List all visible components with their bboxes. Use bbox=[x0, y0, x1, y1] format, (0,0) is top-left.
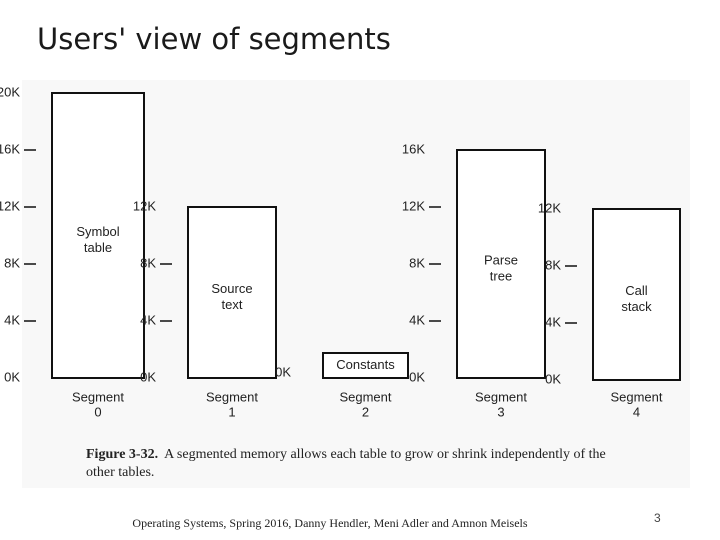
tick-label: 16K bbox=[0, 141, 20, 156]
tick-label: 4K bbox=[4, 312, 20, 327]
tick-label: 8K bbox=[545, 257, 561, 272]
segment-content: Source bbox=[211, 281, 252, 296]
segment-content: stack bbox=[621, 299, 652, 314]
figure-caption: Figure 3-32. A segmented memory allows ea… bbox=[86, 446, 626, 482]
segment-content: tree bbox=[490, 268, 512, 283]
segment-number: 0 bbox=[94, 404, 101, 419]
tick-label: 12K bbox=[402, 198, 425, 213]
tick-label: 0K bbox=[545, 371, 561, 386]
tick-label: 20K bbox=[0, 84, 20, 99]
slide-title: Users' view of segments bbox=[37, 22, 391, 56]
tick-label: 12K bbox=[0, 198, 20, 213]
tick-label: 8K bbox=[409, 255, 425, 270]
caption-label: Figure 3-32. bbox=[86, 447, 159, 462]
segment-box bbox=[187, 206, 277, 379]
segment-content: Call bbox=[625, 283, 648, 298]
footer: Operating Systems, Spring 2016, Danny He… bbox=[132, 516, 528, 530]
segment-number: 3 bbox=[497, 404, 504, 419]
tick-label: 0K bbox=[409, 369, 425, 384]
segment-label: Segment bbox=[206, 389, 258, 404]
tick-label: 4K bbox=[140, 312, 156, 327]
segment-label: Segment bbox=[339, 389, 391, 404]
segment-content: Symbol bbox=[76, 224, 119, 239]
caption-text: A segmented memory allows each table to … bbox=[86, 447, 606, 480]
segment-number: 4 bbox=[633, 404, 640, 419]
segment-content: text bbox=[222, 297, 243, 312]
segment-box bbox=[51, 92, 145, 379]
segment-content: Parse bbox=[484, 252, 518, 267]
segment-label: Segment bbox=[610, 389, 662, 404]
segment-content: table bbox=[84, 240, 112, 255]
segment-label: Segment bbox=[72, 389, 124, 404]
tick-label: 4K bbox=[545, 314, 561, 329]
tick-label: 0K bbox=[275, 364, 291, 379]
tick-label: 0K bbox=[4, 369, 20, 384]
tick-label: 12K bbox=[538, 200, 561, 215]
segment-number: 1 bbox=[228, 404, 235, 419]
segment-box bbox=[322, 352, 409, 379]
tick-label: 4K bbox=[409, 312, 425, 327]
segment-label: Segment bbox=[475, 389, 527, 404]
page-number: 3 bbox=[654, 511, 661, 525]
tick-label: 8K bbox=[140, 255, 156, 270]
tick-label: 0K bbox=[140, 369, 156, 384]
tick-label: 12K bbox=[133, 198, 156, 213]
segment-number: 2 bbox=[362, 404, 369, 419]
tick-label: 8K bbox=[4, 255, 20, 270]
segment-box bbox=[456, 149, 546, 379]
segment-content: Constants bbox=[336, 357, 395, 372]
segment-box bbox=[592, 208, 681, 381]
tick-label: 16K bbox=[402, 141, 425, 156]
